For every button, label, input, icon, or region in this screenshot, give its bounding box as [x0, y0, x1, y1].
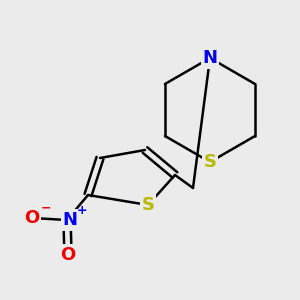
Text: S: S: [142, 196, 154, 214]
Text: N: N: [202, 49, 217, 67]
Text: O: O: [24, 209, 40, 227]
Text: −: −: [41, 202, 51, 214]
Text: +: +: [77, 203, 87, 217]
Text: N: N: [62, 211, 77, 229]
Text: S: S: [203, 153, 217, 171]
Text: O: O: [60, 246, 76, 264]
